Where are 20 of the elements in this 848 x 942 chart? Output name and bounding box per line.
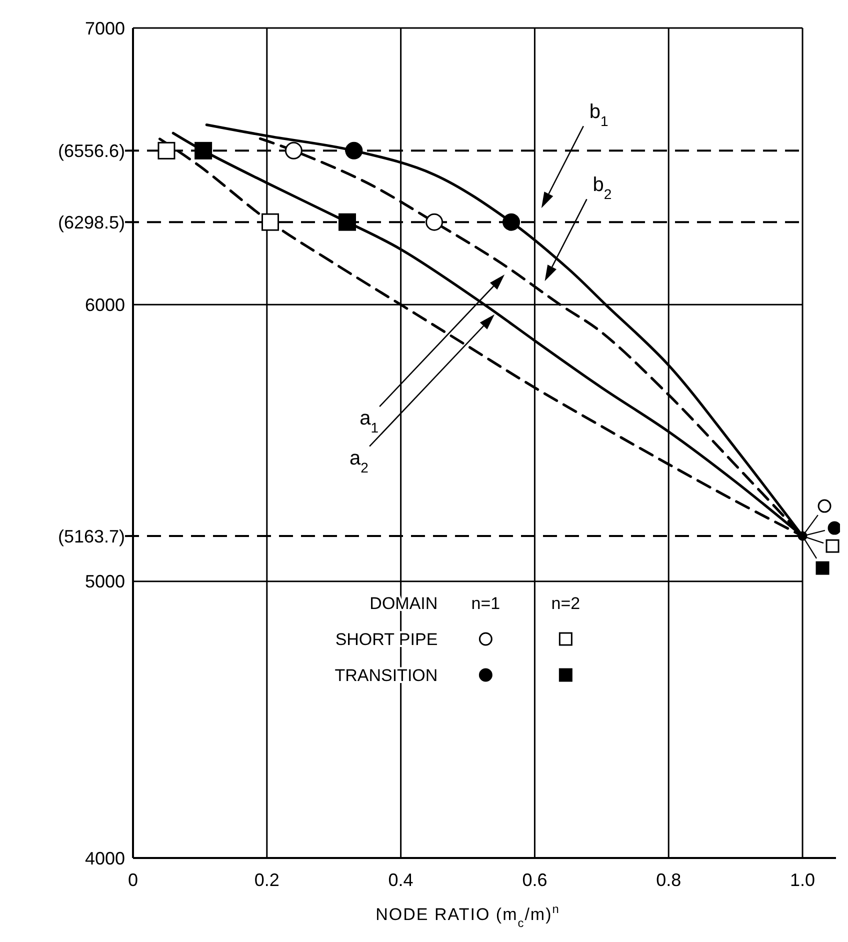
annotation: n=2 [551,594,580,613]
ref-line-label: (6556.6) [58,140,125,161]
annotation: b$_{1}$ [589,101,609,130]
y-tick-label: 7000 [84,18,125,38]
y-tick-label: 5000 [84,572,125,592]
x-tick-label: 0 [128,870,138,890]
annotation: a$_{1}$ [360,408,379,436]
annotation: a$_{2}$ [350,447,369,476]
x-tick-label: 0.4 [388,870,414,890]
x-axis-title: NODE RATIO (m$_{c}$/m)$^{n}$ [376,902,560,930]
x-tick-label: 0.6 [522,870,548,890]
x-tick-label: 0.8 [656,870,682,890]
x-tick-label: 0.2 [254,870,280,890]
ref-line-label: (6298.5) [58,212,125,232]
x-tick-label: 1.0 [790,870,816,890]
annotation: n=1 [471,594,500,613]
y-tick-label: 6000 [84,294,125,315]
y-tick-label: 4000 [84,848,125,868]
annotation: b$_{2}$ [592,174,612,202]
ref-line-label: (5163.7) [58,526,125,546]
